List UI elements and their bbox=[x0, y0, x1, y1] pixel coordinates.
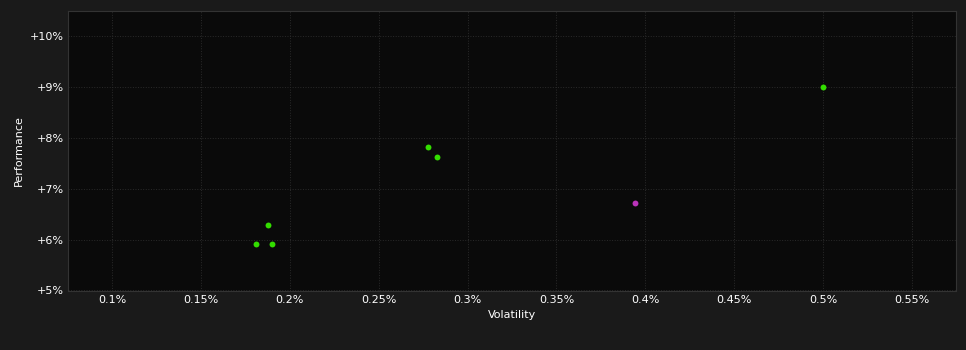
Y-axis label: Performance: Performance bbox=[14, 115, 24, 186]
Point bbox=[265, 241, 280, 246]
X-axis label: Volatility: Volatility bbox=[488, 310, 536, 320]
Point bbox=[815, 84, 831, 90]
Point bbox=[430, 154, 445, 160]
Point bbox=[627, 200, 642, 206]
Point bbox=[248, 241, 264, 246]
Point bbox=[421, 144, 437, 150]
Point bbox=[261, 223, 276, 228]
